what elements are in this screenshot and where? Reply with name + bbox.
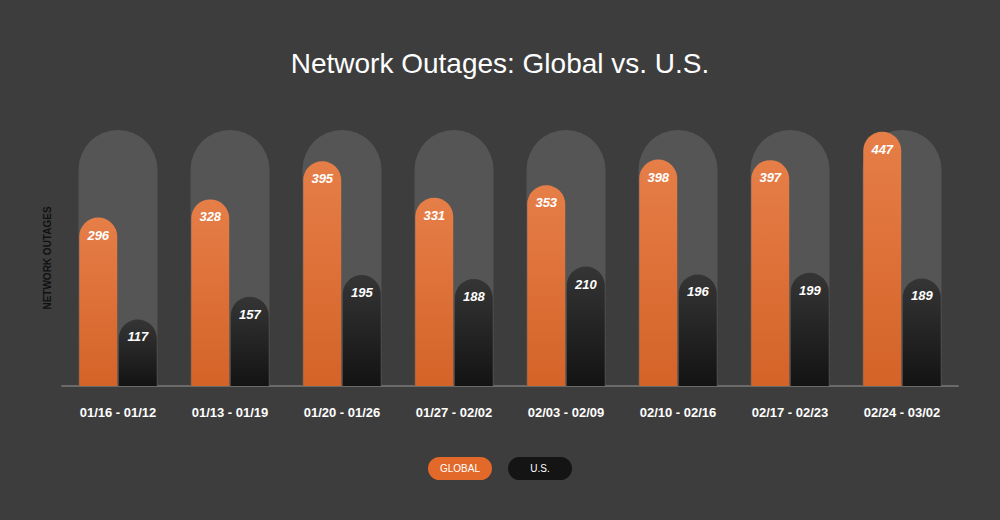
svg-text:331: 331 bbox=[423, 208, 445, 223]
svg-text:296: 296 bbox=[86, 228, 109, 243]
svg-text:01/20 - 01/26: 01/20 - 01/26 bbox=[304, 405, 381, 420]
svg-text:195: 195 bbox=[351, 285, 373, 300]
svg-text:210: 210 bbox=[574, 277, 597, 292]
svg-text:01/16 - 01/12: 01/16 - 01/12 bbox=[80, 405, 157, 420]
svg-text:02/10 - 02/16: 02/10 - 02/16 bbox=[640, 405, 717, 420]
svg-text:188: 188 bbox=[463, 289, 485, 304]
svg-text:01/27 - 02/02: 01/27 - 02/02 bbox=[416, 405, 493, 420]
svg-text:328: 328 bbox=[199, 209, 221, 224]
svg-text:117: 117 bbox=[127, 329, 148, 344]
svg-text:196: 196 bbox=[687, 284, 709, 299]
svg-text:02/03 - 02/09: 02/03 - 02/09 bbox=[528, 405, 605, 420]
svg-text:GLOBAL: GLOBAL bbox=[440, 463, 480, 474]
svg-text:U.S.: U.S. bbox=[530, 463, 549, 474]
svg-text:199: 199 bbox=[799, 283, 821, 298]
svg-text:NETWORK OUTAGES: NETWORK OUTAGES bbox=[42, 206, 53, 309]
svg-text:353: 353 bbox=[535, 195, 557, 210]
svg-text:01/13 - 01/19: 01/13 - 01/19 bbox=[192, 405, 269, 420]
svg-text:395: 395 bbox=[311, 171, 333, 186]
svg-text:447: 447 bbox=[870, 142, 893, 157]
svg-text:Network Outages: Global vs. U.: Network Outages: Global vs. U.S. bbox=[291, 48, 710, 79]
svg-text:398: 398 bbox=[647, 170, 669, 185]
svg-text:02/17 - 02/23: 02/17 - 02/23 bbox=[752, 405, 829, 420]
svg-text:397: 397 bbox=[759, 170, 781, 185]
svg-text:02/24 - 03/02: 02/24 - 03/02 bbox=[864, 405, 941, 420]
svg-text:157: 157 bbox=[239, 307, 261, 322]
svg-text:189: 189 bbox=[911, 288, 933, 303]
